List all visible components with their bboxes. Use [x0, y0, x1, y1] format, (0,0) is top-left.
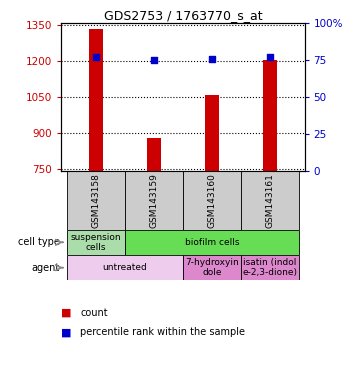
Text: GSM143161: GSM143161	[265, 173, 274, 228]
Text: count: count	[80, 308, 108, 318]
Bar	[125, 230, 299, 255]
Text: suspension
cells: suspension cells	[71, 233, 121, 252]
Text: GSM143159: GSM143159	[149, 173, 159, 228]
Text: biofilm cells: biofilm cells	[184, 238, 239, 247]
Bar	[241, 255, 299, 280]
Bar	[67, 230, 125, 255]
Text: percentile rank within the sample: percentile rank within the sample	[80, 327, 245, 337]
Bar	[205, 95, 219, 171]
Point	[209, 56, 215, 62]
Text: ■: ■	[61, 308, 72, 318]
Bar	[67, 255, 183, 280]
Text: GSM143158: GSM143158	[91, 173, 100, 228]
Text: agent: agent	[32, 263, 60, 273]
Bar	[125, 171, 183, 230]
Point	[267, 54, 273, 60]
Bar	[147, 138, 161, 171]
Bar	[89, 29, 103, 171]
Bar	[183, 255, 241, 280]
Text: cell type: cell type	[18, 237, 60, 247]
Bar	[67, 171, 125, 230]
Bar	[183, 171, 241, 230]
Point	[151, 57, 157, 63]
Title: GDS2753 / 1763770_s_at: GDS2753 / 1763770_s_at	[104, 9, 262, 22]
Bar	[241, 171, 299, 230]
Text: 7-hydroxyin
dole: 7-hydroxyin dole	[185, 258, 239, 277]
Text: isatin (indol
e-2,3-dione): isatin (indol e-2,3-dione)	[242, 258, 297, 277]
Text: GSM143160: GSM143160	[207, 173, 216, 228]
Text: untreated: untreated	[103, 263, 147, 272]
Text: ■: ■	[61, 327, 72, 337]
Bar	[262, 60, 277, 171]
Point	[93, 54, 99, 60]
